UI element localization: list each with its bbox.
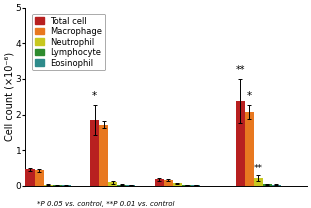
Bar — [126, 185, 135, 186]
Y-axis label: Cell count (×10⁻⁶): Cell count (×10⁻⁶) — [4, 52, 14, 141]
Bar — [155, 180, 164, 186]
Bar — [99, 125, 108, 186]
Text: *: * — [92, 91, 97, 101]
Bar — [26, 170, 35, 186]
Text: **: ** — [235, 65, 245, 75]
Bar — [263, 184, 272, 186]
Bar — [182, 185, 191, 186]
Bar — [254, 178, 263, 186]
Bar — [35, 170, 44, 186]
Bar — [272, 185, 281, 186]
Bar — [164, 180, 173, 186]
Bar — [236, 101, 245, 186]
Bar — [117, 185, 126, 186]
Bar — [245, 112, 254, 186]
Text: *: * — [247, 91, 252, 101]
Bar — [44, 185, 53, 186]
Bar — [173, 183, 182, 186]
Bar — [191, 185, 200, 186]
Text: *P 0.05 vs. control, **P 0.01 vs. control: *P 0.05 vs. control, **P 0.01 vs. contro… — [37, 201, 175, 207]
Bar — [108, 182, 117, 186]
Text: **: ** — [254, 164, 263, 173]
Legend: Total cell, Macrophage, Neutrophil, Lymphocyte, Eosinophil: Total cell, Macrophage, Neutrophil, Lymp… — [32, 14, 105, 71]
Bar — [90, 120, 99, 186]
